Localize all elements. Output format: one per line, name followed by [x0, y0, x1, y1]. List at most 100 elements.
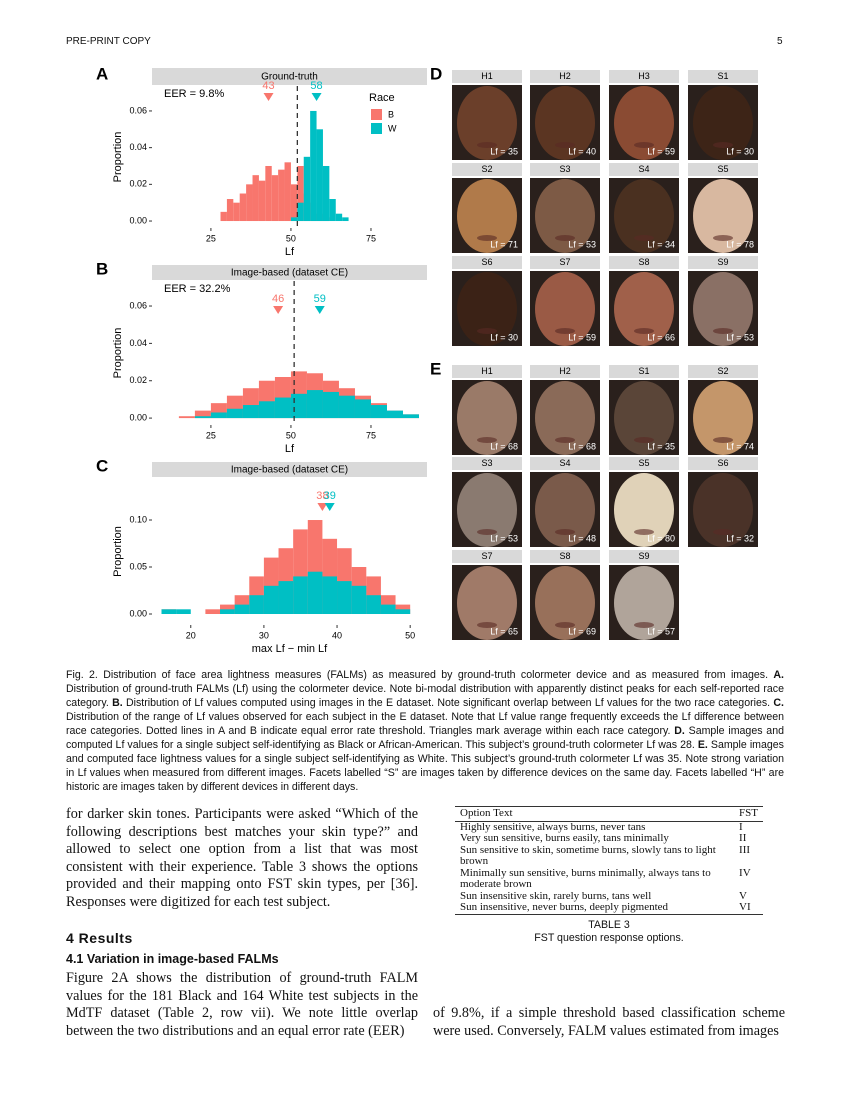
- histogram-bar: [293, 576, 308, 615]
- panel-letter: B: [96, 259, 108, 278]
- histogram-bar: [271, 175, 279, 222]
- mean-marker: [273, 306, 284, 314]
- tile-label: S9: [638, 551, 649, 561]
- tile-value: Lf = 53: [726, 332, 754, 342]
- caption-label: D.: [674, 725, 685, 737]
- caption-label: E.: [697, 739, 708, 751]
- tile-label: H1: [481, 366, 493, 376]
- tile-value: Lf = 68: [490, 441, 518, 451]
- histogram-bar: [278, 169, 285, 222]
- face: [614, 86, 674, 160]
- mean-label: 46: [272, 293, 284, 305]
- face-mouth: [555, 142, 575, 148]
- y-tick-label: 0.02: [129, 179, 147, 189]
- paragraph: Figure 2A shows the distribution of grou…: [66, 970, 418, 1039]
- face-mouth: [477, 142, 497, 148]
- mean-marker: [314, 306, 325, 314]
- table-cell: Highly sensitive, always burns, never ta…: [460, 820, 646, 833]
- histogram-bar: [337, 581, 352, 615]
- y-axis-label: Proportion: [112, 132, 124, 183]
- histogram-bar: [234, 604, 250, 615]
- tile-value: Lf = 53: [568, 239, 596, 249]
- tile-value: Lf = 65: [490, 626, 518, 636]
- histogram-bar: [307, 571, 323, 615]
- y-tick-label: 0.04: [129, 142, 147, 152]
- tile-value: Lf = 35: [647, 441, 675, 451]
- histogram-bar: [322, 391, 339, 419]
- tile-label: S6: [717, 458, 728, 468]
- panel-letter: C: [96, 456, 108, 475]
- face-mouth: [555, 622, 575, 628]
- paragraph: for darker skin tones. Participants were…: [66, 806, 418, 910]
- y-tick-label: 0.05: [129, 561, 147, 571]
- table-row: Sun insensitive, never burns, deeply pig…: [455, 901, 763, 915]
- section-heading: 4 Results: [66, 930, 133, 946]
- table-row: Sun sensitive to skin, sometime burns, s…: [455, 844, 763, 868]
- histogram-bar: [386, 410, 403, 419]
- face-mouth: [713, 529, 733, 535]
- tile-value: Lf = 59: [568, 332, 596, 342]
- face-mouth: [634, 142, 654, 148]
- histogram-bar: [220, 609, 235, 615]
- tile-value: Lf = 48: [568, 533, 596, 543]
- face-mouth: [713, 235, 733, 241]
- histogram-bar: [306, 390, 323, 419]
- face-mouth: [634, 235, 654, 241]
- strip-label: Image-based (dataset CE): [231, 465, 348, 476]
- histogram-bar: [176, 609, 191, 615]
- x-tick-label: 20: [186, 630, 196, 640]
- histogram-bar: [354, 399, 371, 419]
- legend-swatch: [371, 109, 382, 120]
- histogram-bar: [278, 581, 294, 615]
- tile-strip: [452, 457, 522, 470]
- tile-value: Lf = 34: [647, 239, 675, 249]
- histogram-bar: [297, 202, 304, 222]
- caption-label: A.: [773, 669, 784, 681]
- table-label: TABLE 3: [588, 919, 630, 931]
- tile-value: Lf = 80: [647, 533, 675, 543]
- strip-label: Ground-truth: [261, 72, 318, 83]
- caption-text: Distribution of Lf values computed using…: [122, 697, 774, 709]
- histogram-bar: [284, 162, 291, 222]
- face-mouth: [713, 437, 733, 443]
- tile-label: S9: [717, 257, 728, 267]
- table-cell: Very sun sensitive, burns easily, tans m…: [460, 832, 669, 844]
- tile-value: Lf = 66: [647, 332, 675, 342]
- face: [457, 381, 517, 455]
- face-mouth: [477, 328, 497, 334]
- face: [535, 272, 595, 346]
- tile-value: Lf = 78: [726, 239, 754, 249]
- face: [535, 86, 595, 160]
- tile-value: Lf = 53: [490, 533, 518, 543]
- legend-title: Race: [369, 92, 395, 104]
- y-tick-label: 0.10: [129, 514, 147, 524]
- histogram-bar: [274, 397, 291, 419]
- table-cell: Sun insensitive skin, rarely burns, tans…: [460, 889, 652, 902]
- tile-strip: [609, 365, 679, 378]
- face-mouth: [713, 328, 733, 334]
- face-mouth: [555, 328, 575, 334]
- face: [614, 566, 674, 640]
- histogram-bar: [395, 609, 411, 615]
- table: Option Text FST Highly sensitive, always b…: [455, 806, 763, 915]
- x-tick-label: 50: [286, 233, 296, 243]
- table-caption-text: FST question response options.: [534, 932, 684, 944]
- histogram-bar: [194, 416, 211, 419]
- face-mouth: [477, 235, 497, 241]
- tile-value: Lf = 68: [568, 441, 596, 451]
- table-cell: I: [739, 820, 743, 833]
- tile-label: S2: [481, 164, 492, 174]
- tile-strip: [530, 550, 600, 563]
- panel-letter: A: [96, 64, 108, 83]
- table-cell: II: [739, 832, 747, 844]
- table-caption: TABLE 3 FST question response options.: [455, 919, 763, 945]
- histogram-bar: [290, 217, 298, 222]
- caption-label: B.: [112, 697, 123, 709]
- tile-label: S5: [717, 164, 728, 174]
- x-tick-label: 75: [366, 233, 376, 243]
- histogram-bar: [335, 213, 343, 222]
- y-axis-label: Proportion: [112, 328, 124, 379]
- mean-label: 39: [324, 490, 336, 502]
- histogram-bar: [258, 401, 275, 419]
- caption-text: Fig. 2. Distribution of face area lightn…: [66, 669, 774, 681]
